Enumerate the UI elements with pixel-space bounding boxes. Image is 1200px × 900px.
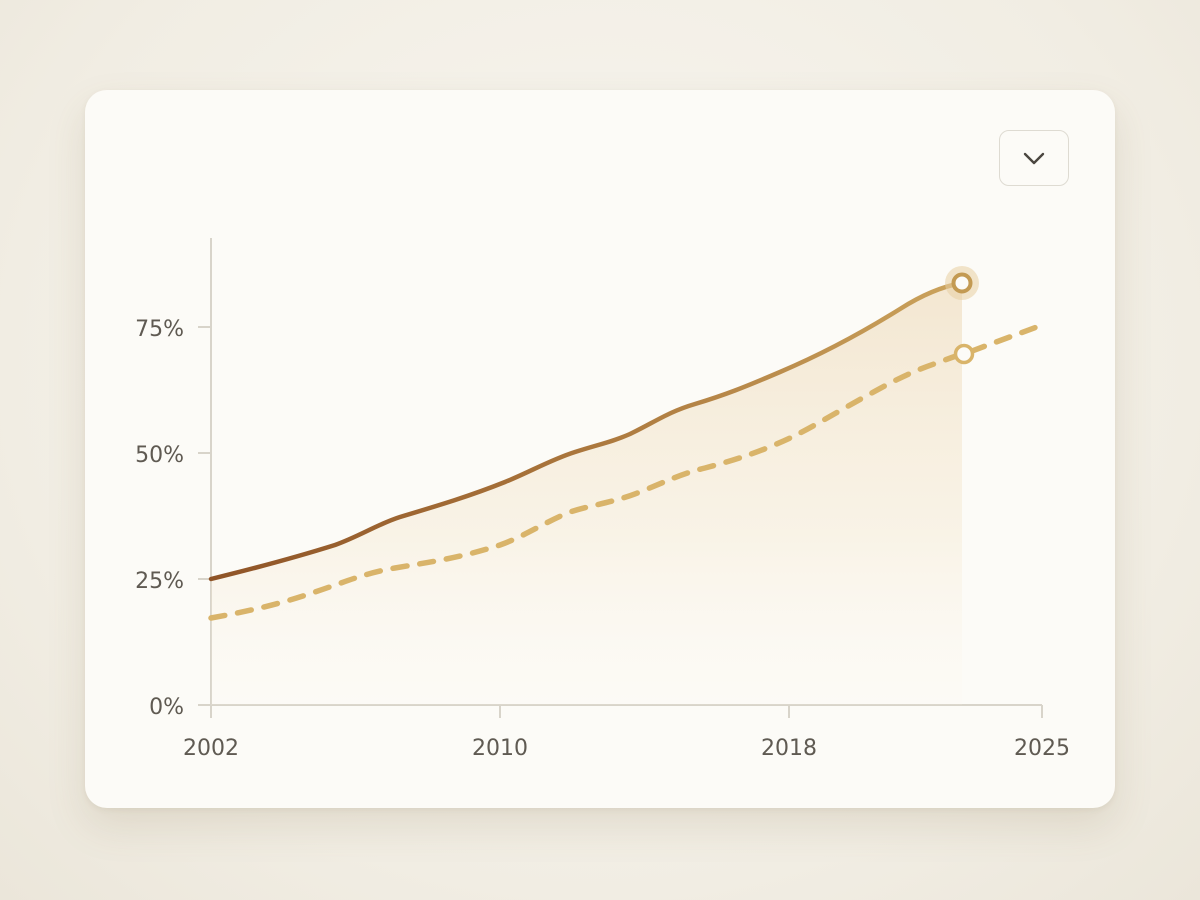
y-tick-25: 25%	[135, 569, 184, 594]
options-dropdown-button[interactable]	[999, 130, 1069, 186]
y-tick-50: 50%	[135, 443, 184, 468]
x-axis: 2002 2010 2018 2025	[183, 704, 1070, 761]
y-axis: 75% 50% 25% 0%	[135, 238, 212, 720]
projection-end-marker[interactable]	[953, 343, 975, 365]
x-tick-2025: 2025	[1014, 736, 1070, 761]
x-tick-2010: 2010	[472, 736, 528, 761]
actual-end-marker[interactable]	[945, 266, 979, 300]
x-tick-2018: 2018	[761, 736, 817, 761]
actual-area-fill	[211, 283, 962, 705]
x-tick-2002: 2002	[183, 736, 239, 761]
chevron-down-icon	[1023, 152, 1045, 165]
y-tick-0: 0%	[149, 695, 184, 720]
projection-line	[208, 322, 1045, 621]
actual-line	[208, 280, 965, 582]
y-tick-75: 75%	[135, 317, 184, 342]
